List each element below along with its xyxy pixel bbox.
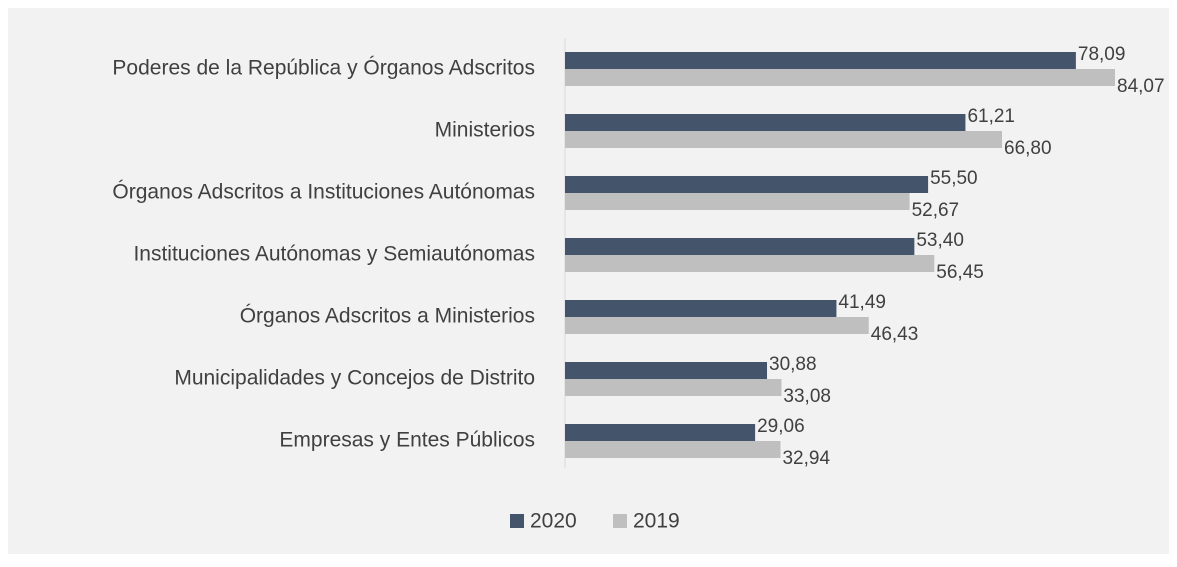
data-label: 30,88 — [769, 354, 817, 375]
legend-label: 2020 — [530, 510, 577, 533]
category-label: Municipalidades y Concejos de Distrito — [174, 367, 535, 390]
bar — [565, 131, 1003, 148]
data-label: 84,07 — [1117, 76, 1165, 97]
data-label: 33,08 — [783, 386, 831, 407]
category-label: Ministerios — [435, 119, 535, 142]
bar — [565, 441, 781, 458]
bar — [565, 176, 929, 193]
category-label: Órganos Adscritos a Instituciones Autóno… — [112, 181, 535, 204]
data-label: 32,94 — [782, 448, 830, 469]
bar — [565, 317, 869, 334]
category-label: Empresas y Entes Públicos — [279, 429, 535, 452]
bar — [565, 52, 1076, 69]
bar — [565, 362, 768, 379]
data-label: 29,06 — [757, 416, 805, 437]
data-label: 61,21 — [967, 106, 1015, 127]
legend-swatch — [510, 514, 524, 528]
bar — [565, 193, 910, 210]
category-label: Instituciones Autónomas y Semiautónomas — [133, 243, 535, 266]
bar — [565, 114, 966, 131]
category-label: Órganos Adscritos a Ministerios — [240, 305, 535, 328]
bar — [565, 424, 756, 441]
bar — [565, 379, 782, 396]
bar — [565, 300, 837, 317]
plot-background — [8, 8, 1169, 554]
data-label: 52,67 — [912, 200, 960, 221]
legend-swatch — [613, 514, 627, 528]
bar — [565, 69, 1115, 86]
data-label: 41,49 — [838, 292, 886, 313]
data-label: 55,50 — [930, 168, 978, 189]
data-label: 78,09 — [1078, 44, 1126, 65]
category-label: Poderes de la República y Órganos Adscri… — [112, 57, 535, 80]
data-label: 46,43 — [871, 324, 919, 345]
data-label: 56,45 — [936, 262, 984, 283]
bar — [565, 255, 935, 272]
data-label: 53,40 — [916, 230, 964, 251]
legend-label: 2019 — [633, 510, 680, 533]
data-label: 66,80 — [1004, 138, 1052, 159]
bar — [565, 238, 915, 255]
